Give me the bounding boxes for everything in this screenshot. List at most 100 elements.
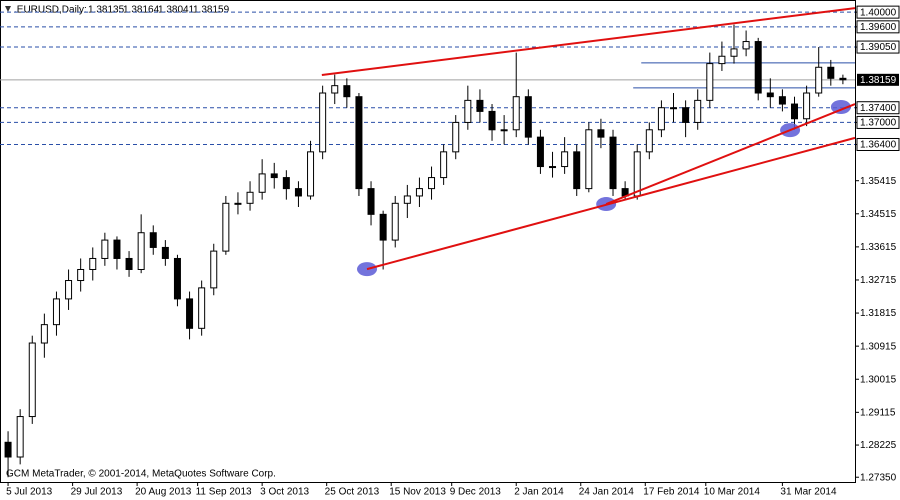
candle-body [125, 257, 133, 270]
candle-body [597, 129, 605, 138]
level-label-box [856, 20, 900, 34]
candle-body [609, 136, 617, 190]
x-tick-label: 11 Sep 2013 [196, 487, 252, 498]
candle-body [28, 342, 36, 418]
y-tick-label: 1.28225 [860, 440, 897, 451]
y-tick-label: 1.37000 [860, 118, 897, 129]
candle-body [718, 55, 726, 65]
x-tick-label: 3 Oct 2013 [260, 487, 309, 498]
y-tick-label: 1.35415 [860, 176, 897, 187]
candle-body [294, 188, 302, 197]
candle-body [549, 166, 557, 169]
candle-body [161, 246, 169, 259]
chart-title: .EURUSD,Daily: [14, 5, 87, 16]
candle-body [40, 324, 48, 344]
candle-body [778, 96, 786, 105]
candle-body [754, 41, 762, 94]
candle-body [730, 48, 738, 57]
candle-body [500, 129, 508, 132]
y-tick-label: 1.37400 [860, 103, 897, 114]
candle-body [52, 298, 60, 326]
candle-body [210, 250, 218, 289]
candle-body [16, 416, 24, 458]
trendline [605, 103, 856, 205]
candle-body [839, 77, 847, 81]
x-tick-label: 10 Mar 2014 [704, 487, 761, 498]
quote-open: 1.38135 [88, 5, 125, 16]
y-tick-label: 1.39600 [860, 22, 897, 33]
level-label-box [856, 40, 900, 54]
x-tick-label: 2 Jan 2014 [514, 487, 564, 498]
x-tick-label: 9 Dec 2013 [450, 487, 502, 498]
candle-body [101, 239, 109, 259]
candle-body [65, 280, 73, 300]
candle-body [149, 232, 157, 248]
x-tick-label: 5 Jul 2013 [6, 487, 53, 498]
candle-body [391, 202, 399, 241]
candle-body [827, 66, 835, 79]
quote-high: 1.38164 [123, 5, 160, 16]
candle-body [4, 441, 12, 458]
level-label-box [856, 137, 900, 151]
quote-low: 1.38041 [158, 5, 195, 16]
y-tick-label: 1.27350 [860, 472, 897, 483]
candle-body [512, 96, 520, 131]
candle-body [633, 151, 641, 197]
level-label-box [856, 101, 900, 115]
candle-body [670, 107, 678, 110]
candle-body [258, 173, 266, 193]
level-label-box [856, 115, 900, 129]
candle-body [524, 96, 532, 138]
y-tick-label: 1.33615 [860, 242, 897, 253]
y-tick-label: 1.30915 [860, 341, 897, 352]
quote-close: 1.38159 [193, 5, 230, 16]
plot-frame [0, 0, 856, 483]
candle-body [452, 121, 460, 153]
x-tick-label: 17 Feb 2014 [643, 487, 700, 498]
candle-body [403, 195, 411, 204]
y-tick-label: 1.40000 [860, 7, 897, 18]
candle-body [682, 107, 690, 123]
candle-body [246, 191, 254, 204]
y-tick-label: 1.39050 [860, 42, 897, 53]
candle-body [694, 99, 702, 123]
y-tick-label: 1.32715 [860, 275, 897, 286]
x-tick-label: 25 Oct 2013 [325, 487, 380, 498]
candle-body [415, 188, 423, 197]
x-tick-label: 15 Nov 2013 [389, 487, 446, 498]
level-label-box [856, 5, 900, 19]
candle-body [77, 268, 85, 282]
y-tick-label: 1.30015 [860, 374, 897, 385]
candle-body [319, 92, 327, 153]
x-tick-label: 24 Jan 2014 [579, 487, 634, 498]
trendline [366, 136, 856, 271]
y-tick-label: 1.34515 [860, 209, 897, 220]
x-tick-label: 29 Jul 2013 [71, 487, 123, 498]
candle-body [742, 41, 750, 50]
candle-body [706, 63, 714, 101]
candle-body [791, 103, 799, 120]
candle-body [282, 177, 290, 190]
candle-body [173, 257, 181, 300]
candle-body [355, 96, 363, 190]
y-tick-label: 1.31815 [860, 308, 897, 319]
candle-body [222, 202, 230, 252]
candle-body [186, 298, 194, 329]
candle-body [331, 85, 339, 94]
price-label: 1.38159 [860, 75, 897, 86]
candle-body [464, 99, 472, 123]
price-label-box [857, 73, 899, 86]
candle-body [488, 110, 496, 131]
candle-body [367, 188, 375, 215]
candle-body [476, 99, 484, 112]
candle-body [803, 92, 811, 120]
candle-body [585, 129, 593, 190]
candle-body [440, 151, 448, 179]
candle-body [137, 232, 145, 270]
candle-body [645, 129, 653, 153]
candle-body [234, 202, 242, 205]
candle-body [307, 151, 315, 197]
candle-body [561, 151, 569, 168]
